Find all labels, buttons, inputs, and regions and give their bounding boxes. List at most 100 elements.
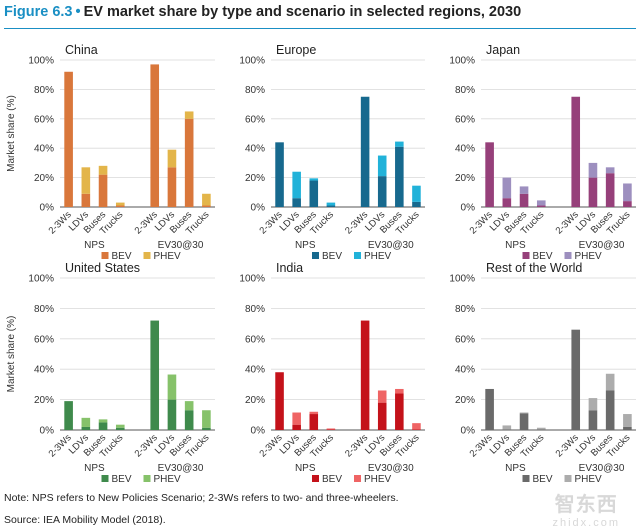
y-tick-label: 0%: [40, 426, 55, 437]
y-tick-label: 0%: [461, 426, 476, 437]
group-label: EV30@30: [158, 463, 204, 474]
bar-phev-nps-ldvs: [81, 167, 91, 194]
legend-label-phev: PHEV: [575, 251, 603, 262]
bar-bev-nps-trucks: [536, 205, 546, 207]
chart-title-rest-of-the-world: Rest of the World: [486, 261, 582, 275]
legend-label-bev: BEV: [533, 251, 553, 262]
bar-phev-nps-trucks: [326, 202, 336, 206]
y-tick-label: 0%: [251, 426, 266, 437]
bar-bev-nps-buses: [519, 193, 529, 207]
bar-bev-ev3030-buses: [605, 173, 615, 207]
legend-swatch-bev: [522, 475, 530, 482]
y-tick-label: 40%: [34, 365, 54, 376]
bar-bev-ev3030-23ws: [150, 320, 160, 430]
figure-number: Figure 6.3: [4, 4, 73, 20]
figure-title-text: EV market share by type and scenario in …: [83, 4, 522, 20]
bar-bev-nps-23ws: [275, 142, 284, 207]
bar-phev-nps-buses: [519, 186, 529, 194]
legend-swatch-bev: [522, 252, 530, 259]
y-tick-label: 80%: [245, 85, 265, 96]
bar-phev-nps-buses: [98, 419, 108, 423]
bar-bev-ev3030-23ws: [571, 329, 581, 430]
bar-phev-ev3030-trucks: [202, 410, 211, 428]
bar-bev-ev3030-trucks: [412, 201, 421, 207]
bar-bev-nps-ldvs: [81, 426, 91, 430]
bar-bev-ev3030-23ws: [360, 96, 370, 207]
bar-bev-nps-trucks: [536, 429, 546, 430]
bar-bev-ev3030-trucks: [412, 429, 421, 430]
bar-bev-ev3030-buses: [395, 146, 404, 207]
legend-swatch-bev: [312, 475, 319, 482]
bar-bev-nps-ldvs: [292, 424, 301, 430]
bar-phev-ev3030-trucks: [623, 414, 632, 427]
bar-bev-nps-buses: [309, 414, 319, 430]
bar-phev-ev3030-buses: [184, 401, 194, 411]
bar-phev-nps-ldvs: [81, 417, 91, 427]
bar-bev-ev3030-trucks: [202, 205, 211, 207]
bar-bev-ev3030-trucks: [202, 427, 211, 430]
bar-phev-nps-ldvs: [502, 425, 512, 430]
y-axis-label: Market share (%): [6, 95, 17, 172]
y-tick-label: 80%: [455, 85, 475, 96]
bar-phev-nps-trucks: [536, 200, 546, 206]
bar-bev-nps-ldvs: [81, 193, 91, 207]
chart-title-japan: Japan: [486, 43, 520, 57]
bar-phev-nps-ldvs: [292, 171, 301, 199]
bar-bev-ev3030-buses: [605, 390, 615, 430]
legend-label-phev: PHEV: [364, 474, 392, 485]
chart-title-china: China: [65, 43, 98, 57]
bar-bev-ev3030-ldvs: [588, 177, 598, 207]
legend-swatch-phev: [143, 475, 151, 482]
group-label: NPS: [84, 240, 105, 251]
chart-title-united-states: United States: [65, 261, 140, 275]
y-tick-label: 80%: [245, 304, 265, 315]
bar-phev-nps-trucks: [115, 202, 125, 206]
chart-title-india: India: [276, 261, 303, 275]
bar-bev-nps-buses: [309, 180, 319, 207]
bar-phev-nps-buses: [309, 411, 319, 415]
bar-bev-nps-23ws: [485, 142, 494, 207]
title-separator: •: [75, 4, 81, 20]
y-tick-label: 80%: [34, 304, 54, 315]
y-tick-label: 60%: [455, 114, 475, 125]
y-tick-label: 40%: [245, 365, 265, 376]
y-tick-label: 60%: [34, 114, 54, 125]
legend-label-bev: BEV: [533, 474, 553, 485]
bar-bev-nps-trucks: [115, 205, 125, 207]
legend-label-bev: BEV: [322, 474, 342, 485]
y-tick-label: 40%: [455, 365, 475, 376]
y-tick-label: 20%: [245, 173, 265, 184]
bar-phev-ev3030-ldvs: [588, 162, 598, 178]
bar-phev-ev3030-ldvs: [167, 149, 177, 168]
bar-bev-nps-buses: [98, 422, 108, 430]
legend-swatch-bev: [101, 252, 109, 259]
bar-phev-ev3030-buses: [184, 111, 194, 119]
bar-phev-ev3030-ldvs: [588, 398, 598, 411]
bar-bev-nps-trucks: [115, 427, 125, 430]
legend-label-phev: PHEV: [154, 251, 182, 262]
bar-phev-ev3030-trucks: [623, 183, 632, 202]
bar-phev-ev3030-buses: [605, 167, 615, 174]
bar-phev-nps-trucks: [536, 427, 546, 430]
bar-bev-nps-trucks: [326, 429, 336, 430]
figure-title: Figure 6.3 • EV market share by type and s…: [4, 4, 521, 20]
figure-source: Source: IEA Mobility Model (2018).: [4, 514, 166, 526]
y-tick-label: 0%: [251, 203, 266, 214]
legend-swatch-bev: [101, 475, 109, 482]
bar-bev-nps-23ws: [64, 401, 73, 430]
bar-bev-ev3030-buses: [395, 393, 404, 430]
y-tick-label: 60%: [455, 334, 475, 345]
group-label: NPS: [295, 463, 316, 474]
bar-bev-nps-23ws: [275, 372, 284, 430]
y-tick-label: 100%: [239, 274, 265, 285]
bar-bev-ev3030-23ws: [571, 96, 581, 207]
legend-label-phev: PHEV: [154, 474, 182, 485]
bar-phev-nps-trucks: [115, 424, 125, 428]
bar-phev-ev3030-ldvs: [377, 155, 387, 177]
group-label: NPS: [295, 240, 316, 251]
legend-swatch-bev: [312, 252, 319, 259]
bar-bev-nps-ldvs: [502, 429, 512, 430]
bar-phev-nps-buses: [309, 178, 319, 181]
bar-phev-nps-ldvs: [292, 412, 301, 425]
bar-bev-ev3030-23ws: [150, 64, 160, 207]
